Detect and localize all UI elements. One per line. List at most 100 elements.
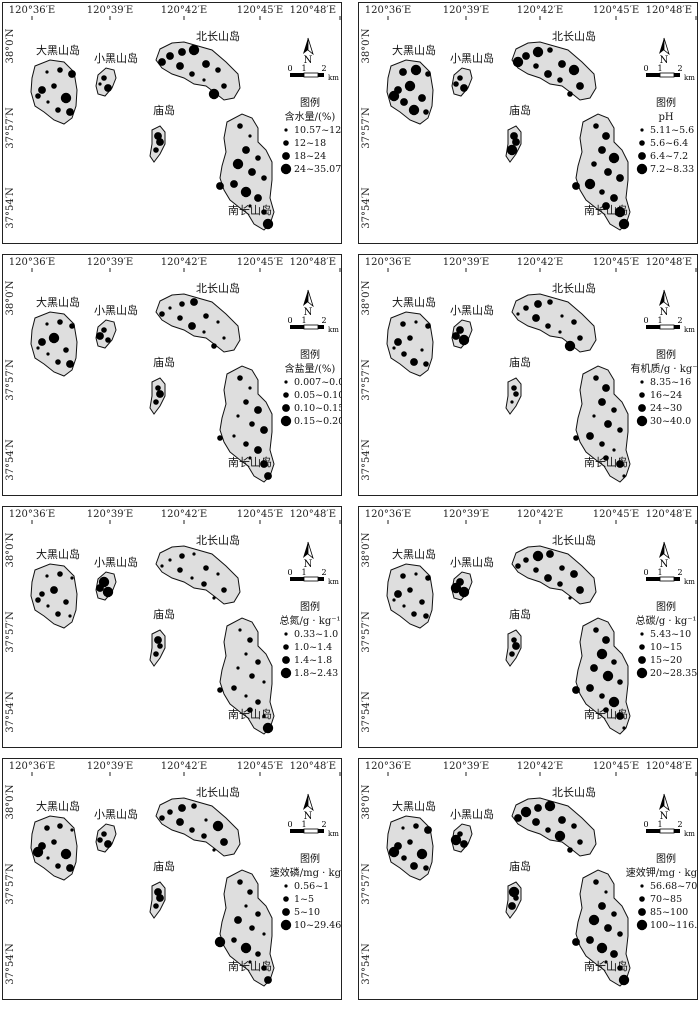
north-arrow-icon: N: [659, 289, 670, 318]
lat-label: 37°54′N: [361, 187, 372, 229]
island-daheishan: [30, 311, 78, 377]
sample-point: [32, 846, 44, 858]
island-daheishan: [30, 815, 78, 881]
lon-label: 120°39′E: [443, 509, 489, 520]
sample-point: [204, 818, 208, 822]
sample-point: [46, 100, 50, 104]
lon-label: 120°48′E: [646, 761, 692, 772]
legend-item: 15~20: [650, 655, 682, 666]
sample-point: [44, 825, 50, 831]
svg-text:0: 0: [643, 820, 648, 829]
sample-point: [254, 406, 262, 414]
island-beichangshan: [511, 293, 597, 353]
sample-point: [262, 722, 274, 734]
lon-label: 120°36′E: [365, 509, 411, 520]
sample-point: [554, 830, 566, 842]
sample-point: [407, 335, 413, 341]
sample-point: [232, 434, 236, 438]
sample-point: [262, 218, 274, 230]
lon-label: 120°48′E: [290, 509, 336, 520]
scale-bar: 0 1 2km: [287, 820, 339, 838]
sample-point: [232, 158, 244, 170]
sample-point: [262, 714, 266, 718]
lat-label: 37°57′N: [5, 611, 16, 653]
sample-point: [57, 823, 63, 829]
map-panel-total_n: 120°36′E 120°39′E 120°42′E 120°45′E 120°48′E…: [2, 506, 342, 748]
sample-point: [176, 62, 184, 70]
sample-point: [57, 571, 63, 577]
island-label-xiaoheishan: 小黑山岛: [450, 555, 494, 569]
sample-point: [46, 856, 50, 860]
sample-point: [221, 83, 227, 89]
sample-point: [46, 604, 50, 608]
sample-point: [420, 348, 424, 352]
island-label-miaodao: 庙岛: [509, 355, 531, 369]
sample-point: [602, 636, 610, 644]
sample-point: [201, 833, 207, 839]
sample-point: [618, 218, 630, 230]
legend-title: 总碳/g · kg⁻¹: [635, 614, 696, 627]
sample-point: [410, 862, 418, 870]
sample-point: [400, 98, 408, 106]
sample-point: [506, 144, 518, 156]
sample-point: [70, 576, 74, 580]
legend-title: 速效磷/mg · kg⁻¹: [270, 866, 342, 879]
lon-label: 120°48′E: [646, 5, 692, 16]
legend-symbol: [640, 632, 644, 636]
sample-point: [423, 613, 429, 619]
sample-point: [568, 596, 572, 600]
sample-point: [45, 322, 49, 326]
svg-text:图例: 图例: [300, 348, 320, 361]
sample-point: [604, 420, 612, 428]
sample-point: [604, 960, 608, 964]
sample-point: [511, 385, 517, 391]
legend-item: 0.56~1: [294, 881, 329, 892]
sample-point: [547, 47, 553, 53]
sample-point: [156, 390, 164, 398]
sample-point: [388, 846, 400, 858]
sample-point: [457, 75, 463, 81]
map-frame: [2, 254, 342, 496]
legend-symbol: [283, 644, 289, 650]
lat-label: 37°54′N: [5, 439, 16, 481]
sample-point: [510, 400, 514, 404]
lat-label: 38°0′N: [361, 280, 372, 315]
sample-point: [66, 108, 74, 116]
sample-point: [593, 627, 599, 633]
scale-bar: 0 1 2km: [643, 64, 695, 82]
lat-label: 38°0′N: [5, 532, 16, 567]
island-xiaoheishan: [95, 319, 117, 349]
sample-point: [231, 685, 237, 691]
sample-point: [179, 301, 185, 307]
sample-point: [254, 446, 262, 454]
island-label-xiaoheishan: 小黑山岛: [94, 303, 138, 317]
sample-point: [51, 83, 57, 89]
svg-text:km: km: [328, 326, 339, 334]
sample-point: [532, 818, 540, 826]
sample-point: [244, 652, 248, 656]
sample-point: [602, 670, 614, 682]
sample-point: [576, 82, 584, 90]
lon-label: 120°48′E: [290, 5, 336, 16]
sample-point: [66, 360, 74, 368]
sample-point: [418, 94, 426, 102]
sample-point: [237, 123, 243, 129]
svg-text:km: km: [684, 74, 695, 82]
map-frame: [2, 506, 342, 748]
map-panel-organic_carbon: 120°36′E 120°39′E 120°42′E 120°45′E 120°48′E…: [358, 254, 698, 496]
map-panel-avail_p: 120°36′E 120°39′E 120°42′E 120°45′E 120°48′E…: [2, 758, 342, 1000]
sample-point: [571, 823, 577, 829]
legend-item: 0.007~0.05: [294, 377, 342, 388]
lat-label: 37°54′N: [361, 943, 372, 985]
sample-point: [167, 809, 173, 815]
legend-item: 1.8~2.43: [294, 668, 338, 679]
island-label-xiaoheishan: 小黑山岛: [450, 303, 494, 317]
map-svg: 120°36′E 120°39′E 120°42′E 120°45′E 120°48′E…: [2, 2, 342, 244]
legend-item: 24~30: [650, 403, 682, 414]
sample-point: [573, 435, 579, 441]
sample-point: [423, 109, 429, 115]
legend-item: 5~10: [294, 907, 320, 918]
sample-point: [35, 93, 41, 99]
sample-point: [178, 48, 186, 56]
